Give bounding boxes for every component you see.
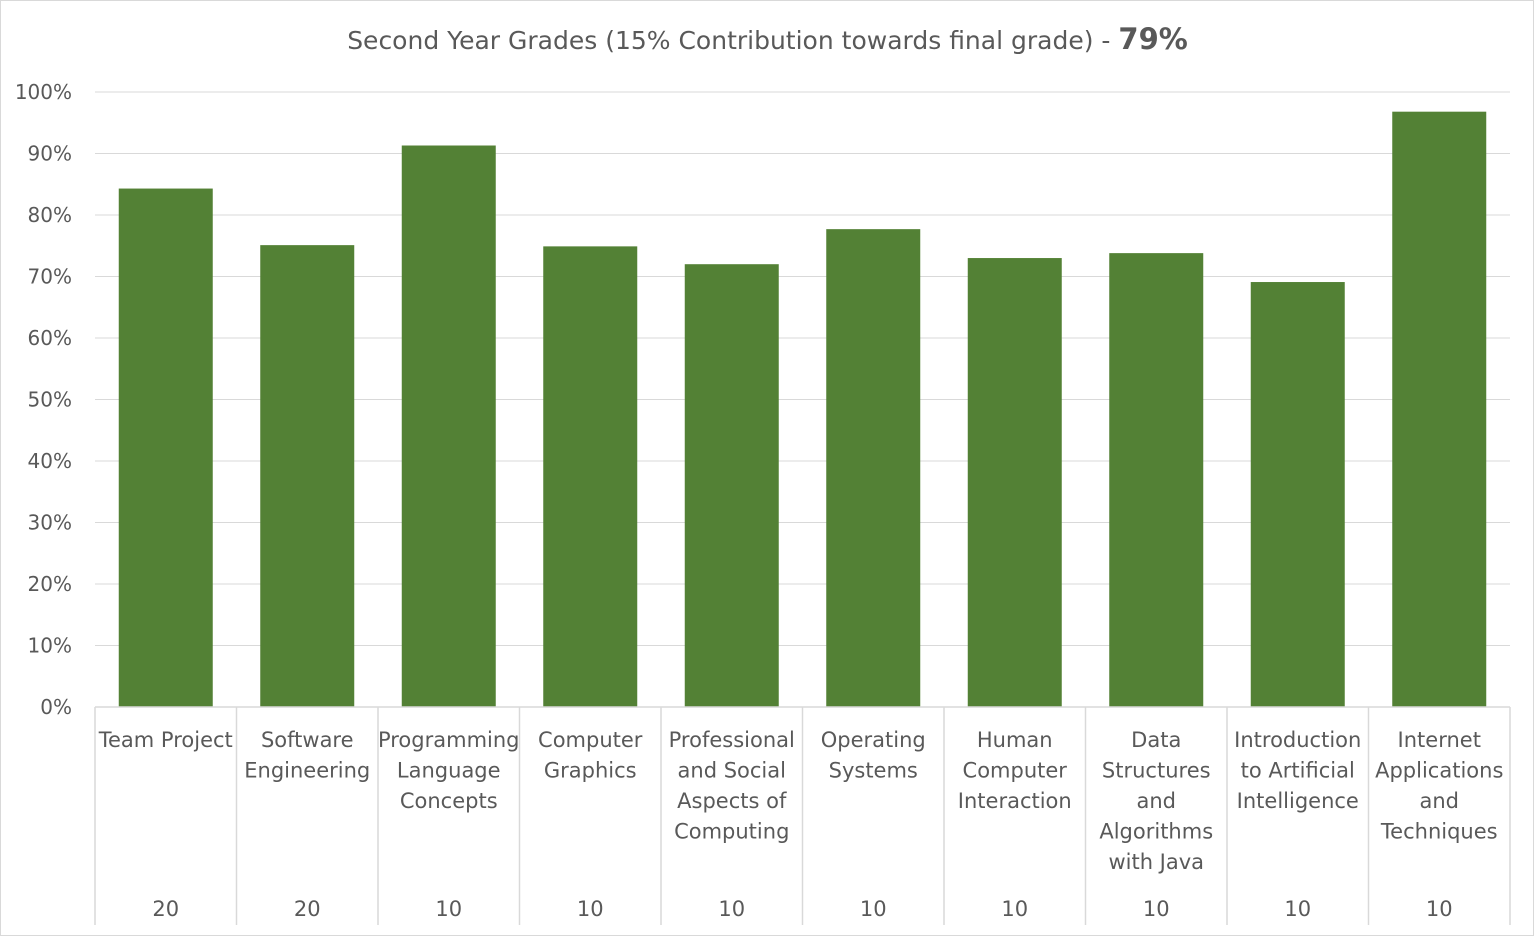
category-label: Graphics	[544, 759, 637, 783]
bar	[260, 245, 355, 707]
category-label: Structures	[1102, 759, 1211, 783]
credit-label: 10	[1001, 897, 1028, 921]
credit-label: 10	[1284, 897, 1311, 921]
y-tick-label: 0%	[40, 695, 72, 719]
bar	[543, 246, 638, 708]
y-tick-label: 90%	[28, 142, 72, 166]
y-tick-label: 70%	[28, 265, 72, 289]
credit-label: 10	[435, 897, 462, 921]
y-tick-label: 20%	[28, 572, 72, 596]
bar	[1392, 111, 1487, 708]
category-label: Internet	[1398, 728, 1481, 752]
category-label: Intelligence	[1237, 789, 1359, 813]
category-label: Data	[1131, 728, 1181, 752]
chart-title: Second Year Grades (15% Contribution tow…	[0, 22, 1535, 56]
category-label: Computer	[963, 759, 1068, 783]
y-tick-label: 10%	[28, 634, 72, 658]
bar	[1109, 253, 1204, 707]
credit-label: 10	[577, 897, 604, 921]
bar	[967, 258, 1062, 707]
chart-title-emphasis: 79%	[1118, 22, 1188, 56]
bar	[826, 229, 921, 707]
category-label: Interaction	[958, 789, 1072, 813]
category-label: Concepts	[400, 789, 498, 813]
y-tick-label: 60%	[28, 326, 72, 350]
credit-label: 10	[1143, 897, 1170, 921]
category-label: Techniques	[1380, 820, 1498, 844]
y-tick-label: 100%	[15, 80, 72, 104]
category-label: Language	[397, 759, 501, 783]
bar	[401, 145, 496, 707]
category-label: Computing	[674, 820, 789, 844]
bar	[118, 188, 213, 707]
category-label: Systems	[829, 759, 918, 783]
credit-label: 20	[294, 897, 321, 921]
category-label: Algorithms	[1099, 820, 1213, 844]
category-label: with Java	[1108, 850, 1204, 874]
category-label: Human	[977, 728, 1053, 752]
category-label: Team Project	[98, 728, 233, 752]
y-tick-label: 50%	[28, 388, 72, 412]
chart-title-text: Second Year Grades (15% Contribution tow…	[347, 26, 1111, 55]
y-tick-label: 30%	[28, 511, 72, 535]
category-label: Applications	[1375, 759, 1503, 783]
category-label: and	[1136, 789, 1176, 813]
category-label: and Social	[678, 759, 786, 783]
category-label: Professional	[669, 728, 795, 752]
credit-label: 10	[718, 897, 745, 921]
credit-label: 10	[1426, 897, 1453, 921]
y-tick-label: 80%	[28, 203, 72, 227]
category-label: to Artificial	[1241, 759, 1355, 783]
category-label: Programming	[378, 728, 520, 752]
category-label: Aspects of	[677, 789, 787, 813]
y-tick-label: 40%	[28, 449, 72, 473]
category-label: Introduction	[1234, 728, 1361, 752]
category-label: Engineering	[244, 759, 370, 783]
category-label: Software	[261, 728, 354, 752]
credit-label: 10	[860, 897, 887, 921]
bar	[684, 264, 779, 707]
category-label: and	[1419, 789, 1459, 813]
credit-label: 20	[152, 897, 179, 921]
category-label: Computer	[538, 728, 643, 752]
category-label: Operating	[821, 728, 926, 752]
bar	[1250, 282, 1345, 707]
